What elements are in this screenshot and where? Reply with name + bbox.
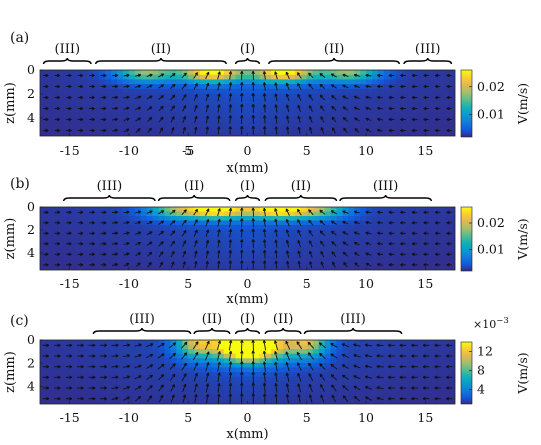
region-label-2: (I) [240, 312, 255, 327]
y-tick-label: 4 [27, 110, 35, 125]
heatmap-field [40, 340, 455, 404]
x-tick-label: 5 [303, 410, 311, 425]
x-tick-label: 0 [244, 143, 252, 158]
x-axis-label: x(mm) [226, 292, 268, 307]
colorbar-tick-label: 0.01 [477, 242, 505, 257]
x-tick-label: -15 [60, 276, 80, 291]
x-tick-label: 0 [244, 276, 252, 291]
panel-label: (c) [10, 313, 29, 329]
region-brace-2 [234, 194, 261, 202]
colorbar-exponent-power: −3 [496, 316, 509, 326]
x-tick-label: 0 [244, 410, 252, 425]
region-brace-1 [193, 327, 231, 335]
x-tick-label: 15 [417, 276, 433, 291]
y-axis-label: z(mm) [3, 351, 18, 393]
region-label-4: (III) [415, 42, 441, 57]
region-label-2: (I) [240, 42, 255, 57]
region-label-2: (I) [240, 179, 255, 194]
region-label-0: (III) [55, 42, 81, 57]
region-label-1: (II) [184, 179, 204, 194]
y-axis-label: z(mm) [3, 218, 18, 260]
region-brace-4 [339, 194, 432, 202]
velocity-arrows [43, 70, 452, 135]
x-tick-label: 10 [358, 410, 374, 425]
colorbar: 0.02 0.01 V(m/s) [460, 206, 530, 272]
colorbar-tick-label: 4 [477, 382, 485, 397]
colorbar-tick-label: 0.01 [477, 107, 505, 122]
region-label-3: (II) [273, 312, 293, 327]
x-tick-label: -15 [60, 143, 80, 158]
y-tick-label: 0 [27, 62, 35, 77]
panel-b: (b) (III) (II) (I) (II) (III) -15 -10 5 0 5 10 15 0 2 4… [3, 176, 530, 307]
region-label-1: (II) [151, 42, 171, 57]
colorbar-label: V(m/s) [515, 83, 530, 125]
region-brace-3 [264, 194, 338, 202]
y-tick-label: 2 [27, 222, 35, 237]
region-label-3: (II) [324, 42, 344, 57]
region-brace-0 [63, 194, 156, 202]
region-brace-0 [42, 57, 92, 65]
x-axis-label: x(mm) [226, 427, 268, 442]
heatmap-field [40, 207, 455, 270]
x-tick-label: 5 [184, 410, 192, 425]
y-tick-label: 2 [27, 355, 35, 370]
x-tick-label: 5 [184, 276, 192, 291]
y-tick-label: 4 [27, 379, 35, 394]
velocity-arrows [42, 340, 453, 404]
region-brace-0 [92, 327, 192, 335]
region-label-0: (III) [129, 312, 155, 327]
x-tick-label: 10 [358, 143, 374, 158]
x-tick-label: 5 [303, 276, 311, 291]
y-tick-label: 0 [27, 199, 35, 214]
colorbar: 12 8 4 V(m/s) ×10−3 [460, 316, 530, 405]
region-label-3: (II) [291, 179, 311, 194]
x-tick-label: 15 [417, 143, 433, 158]
colorbar-label: V(m/s) [515, 352, 530, 394]
x-tick-label: 5 [303, 143, 311, 158]
region-brace-1 [95, 57, 227, 65]
region-label-1: (II) [202, 312, 222, 327]
colorbar-tick-label: 12 [477, 344, 493, 359]
colorbar: 0.02 0.01 V(m/s) [460, 69, 530, 138]
colorbar-label: V(m/s) [515, 218, 530, 260]
panel-label: (a) [10, 30, 29, 46]
y-tick-label: 4 [27, 245, 35, 260]
velocity-arrows [43, 207, 452, 270]
colorbar-exponent: ×10−3 [473, 316, 509, 331]
colorbar-tick-label: 0.02 [477, 215, 505, 230]
region-brace-2 [234, 57, 261, 65]
colorbar-tick-label: 8 [477, 363, 485, 378]
colorbar-tick-label: 0.02 [477, 79, 505, 94]
region-label-4: (III) [340, 312, 366, 327]
x-tick-label: 5 [184, 143, 192, 158]
region-brace-4 [303, 327, 403, 335]
panel-label: (b) [10, 176, 30, 192]
region-brace-2 [234, 327, 261, 335]
x-tick-label: 10 [358, 276, 374, 291]
x-axis-label: x(mm) [226, 161, 268, 176]
region-label-0: (III) [97, 179, 123, 194]
x-tick-label: -10 [119, 276, 139, 291]
x-tick-label: -5 [182, 143, 194, 158]
region-brace-3 [264, 327, 302, 335]
x-tick-label: -10 [119, 410, 139, 425]
region-brace-1 [157, 194, 231, 202]
y-tick-label: 0 [27, 332, 35, 347]
panel-a: (a)(III) (II) (I) (II) (III)-15 -10 5-5 0 5 10 150… [3, 30, 530, 176]
x-tick-label: 15 [417, 410, 433, 425]
y-tick-label: 2 [27, 86, 35, 101]
x-tick-label: -15 [60, 410, 80, 425]
region-brace-3 [268, 57, 400, 65]
heatmap-field [40, 70, 455, 136]
region-label-4: (III) [373, 179, 399, 194]
y-axis-label: z(mm) [3, 82, 18, 124]
panel-c: (c) (III) (II) (I) (II) (III) -15 -10 5 0 5 10 15 0 2 4… [3, 312, 530, 442]
region-brace-4 [403, 57, 453, 65]
x-tick-label: -10 [119, 143, 139, 158]
